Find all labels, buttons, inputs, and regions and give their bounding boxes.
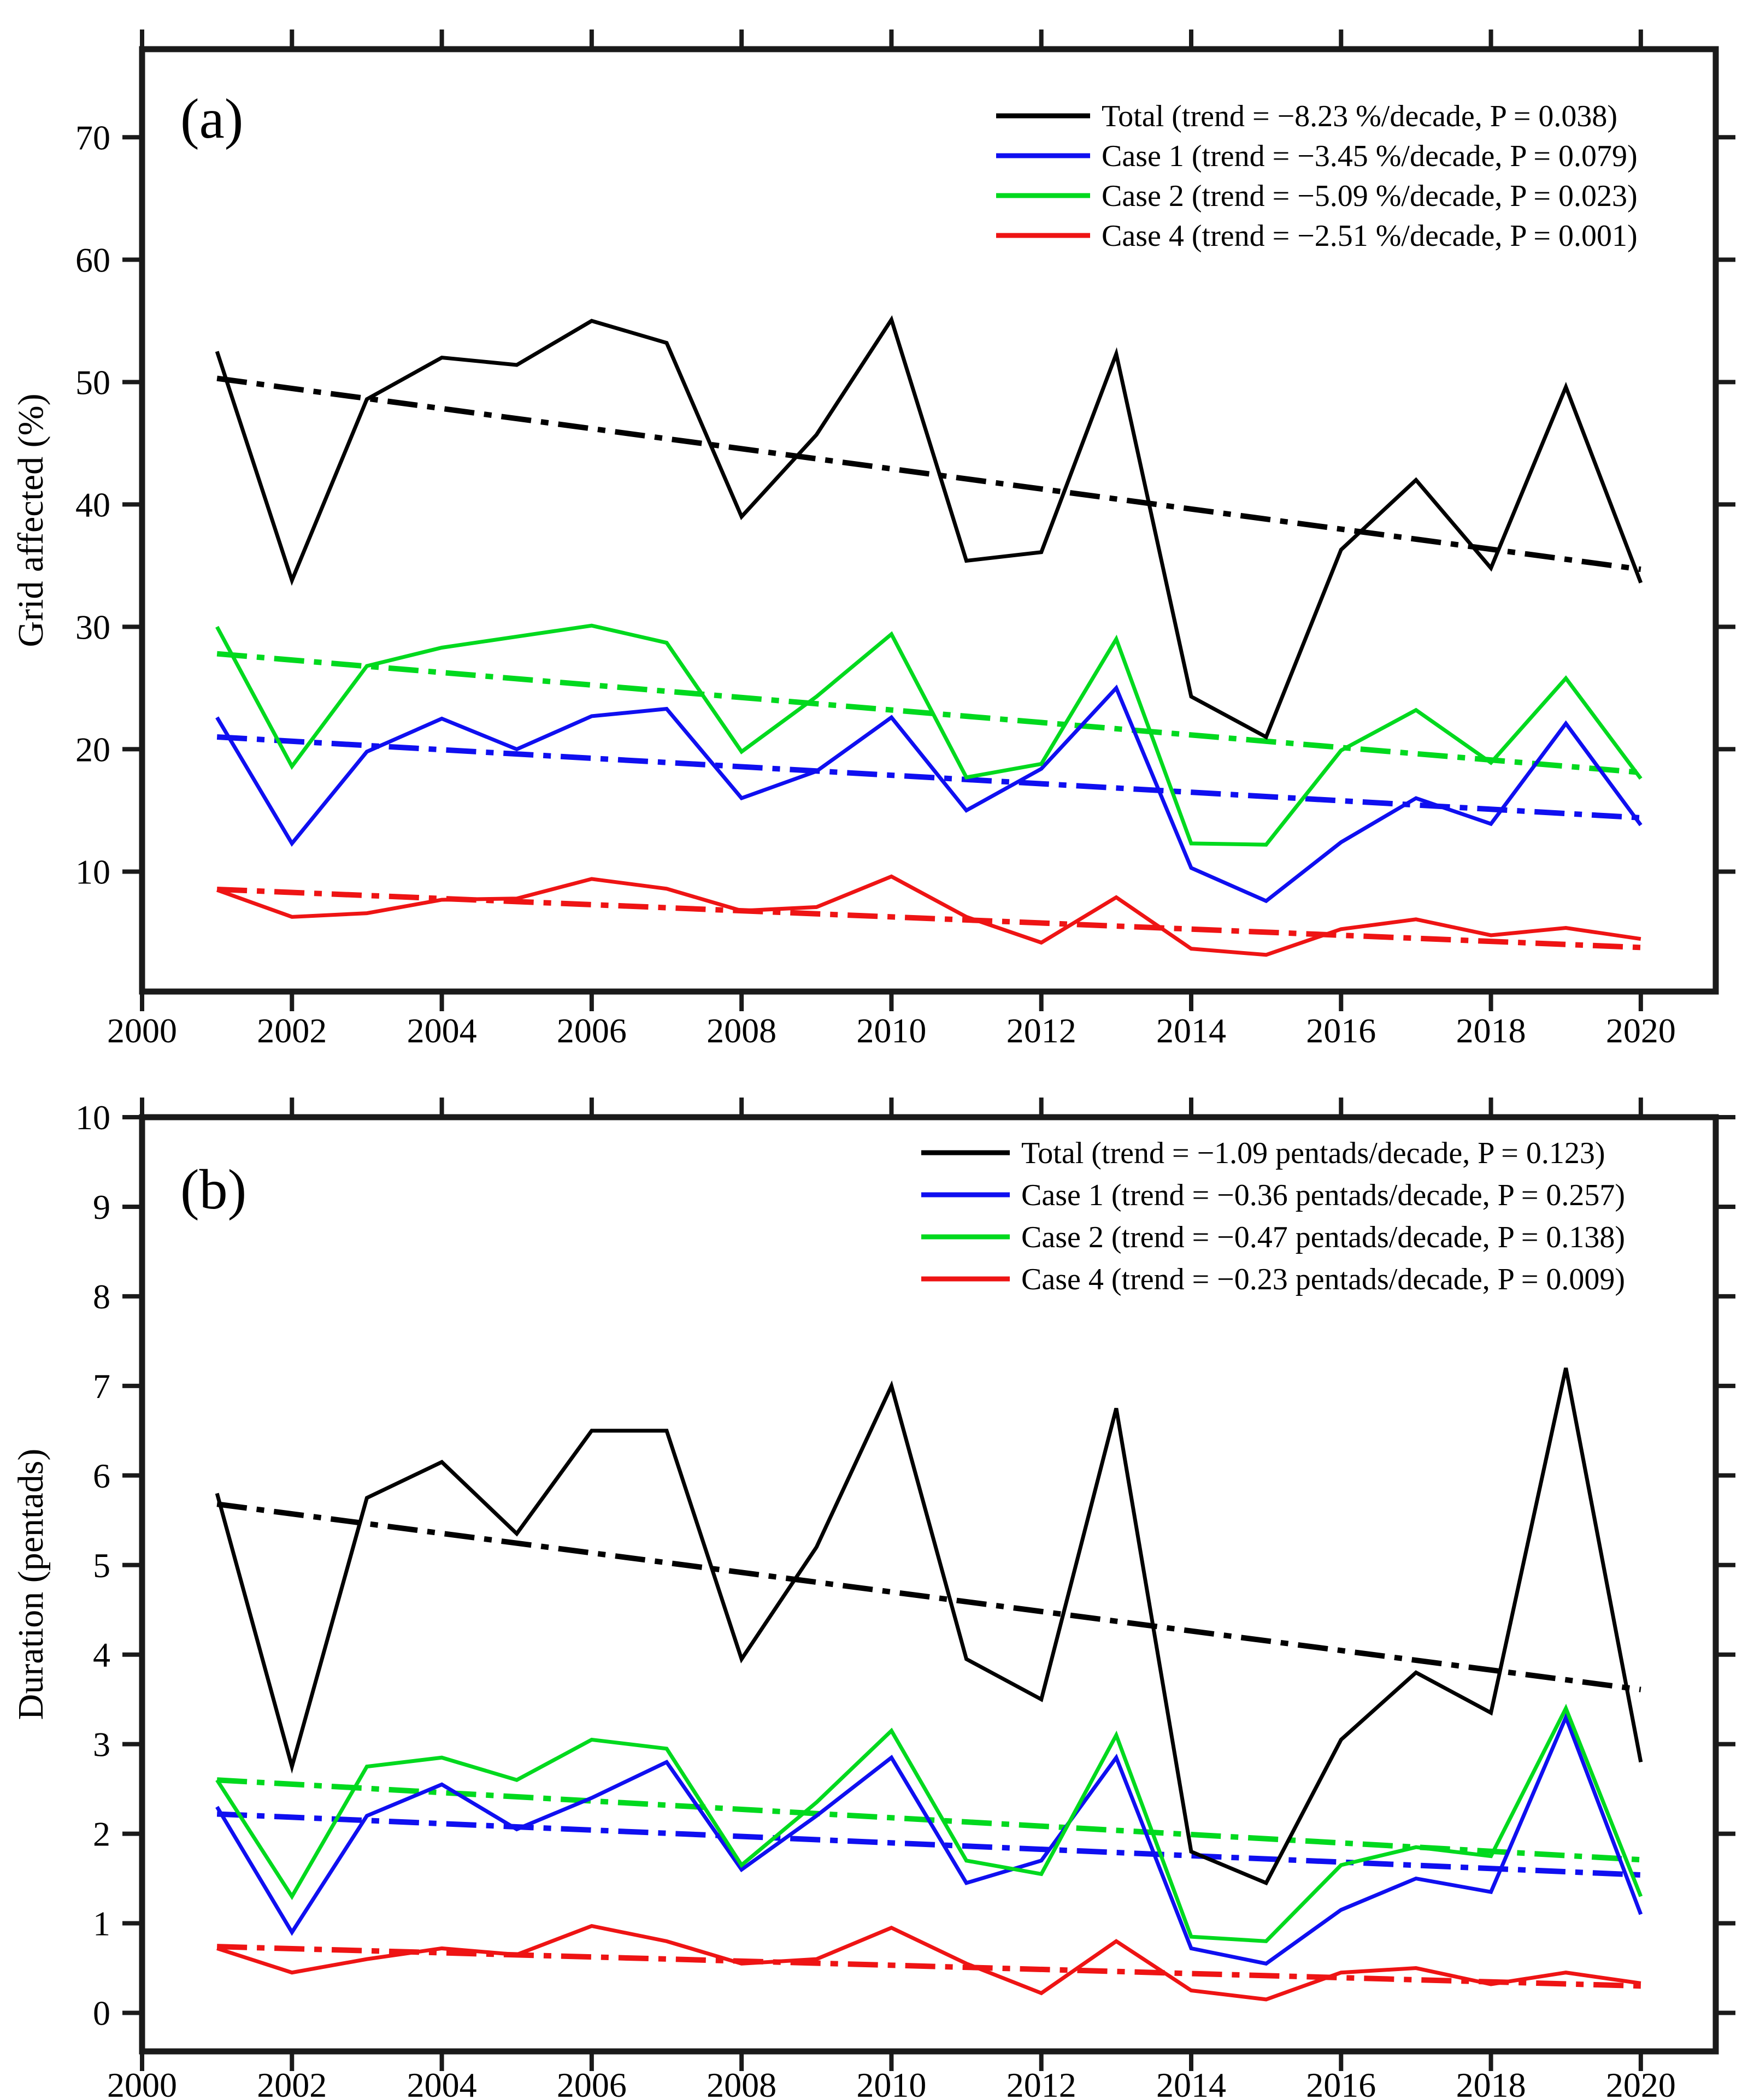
y-tick-label: 20	[75, 730, 110, 769]
axes-box	[139, 1114, 1719, 2055]
y-tick-label: 6	[93, 1456, 110, 1495]
trend-line-case4-b	[217, 1944, 1641, 1989]
y-tick-label: 30	[75, 607, 110, 646]
legend-entry-label: Case 2 (trend = −5.09 %/decade, P = 0.02…	[1102, 179, 1638, 213]
trend-line-case2-a	[216, 651, 1641, 775]
y-tick-label: 8	[93, 1277, 110, 1316]
x-tick-label: 2000	[107, 1011, 177, 1050]
panel-corner-label: (a)	[180, 87, 243, 150]
y-tick-label: 9	[93, 1188, 110, 1226]
series-line-case4-b	[216, 1924, 1641, 2002]
x-tick-label: 2014	[1156, 1011, 1226, 1050]
legend-entry-label: Total (trend = −1.09 pentads/decade, P =…	[1021, 1136, 1605, 1170]
x-tick-label: 2002	[257, 1011, 327, 1050]
legend-entry-label: Case 4 (trend = −2.51 %/decade, P = 0.00…	[1102, 219, 1638, 253]
y-tick-label: 2	[93, 1815, 110, 1854]
trend-line-total-b	[216, 1501, 1641, 1692]
legend-entry-label: Case 4 (trend = −0.23 pentads/decade, P …	[1021, 1263, 1625, 1296]
legend-entry-label: Case 1 (trend = −0.36 pentads/decade, P …	[1021, 1178, 1625, 1212]
y-axis-label: Duration (pentads)	[11, 1449, 51, 1720]
x-tick-label: 2020	[1606, 2066, 1676, 2100]
y-tick-label: 70	[75, 118, 110, 157]
series-line-case2-b	[215, 1703, 1643, 1943]
panel-b: 2000 2002 2004 2006 2008 2010 2012 2014 2016 2018…	[11, 1098, 1735, 2100]
x-tick-label: 2018	[1456, 2066, 1526, 2100]
x-tick-label: 2002	[257, 2066, 327, 2100]
y-axis-label: Grid affected (%)	[11, 393, 51, 647]
y-tick-label: 10	[75, 1098, 110, 1137]
y-tick-label: 10	[75, 852, 110, 891]
y-tick-label: 4	[93, 1636, 110, 1674]
x-tick-label: 2016	[1306, 1011, 1376, 1050]
x-tick-label: 2006	[557, 2066, 627, 2100]
y-tick-label: 0	[93, 1994, 110, 2033]
trend-line-total-a	[216, 375, 1641, 573]
legend-entry-label: Case 2 (trend = −0.47 pentads/decade, P …	[1021, 1220, 1625, 1254]
legend-a: Total (trend = −8.23 %/decade, P = 0.038…	[996, 99, 1638, 253]
x-tick-label: 2000	[107, 2066, 177, 2100]
trend-line-case1-a	[216, 734, 1641, 821]
x-tick-label: 2004	[407, 1011, 477, 1050]
y-tick-label: 60	[75, 240, 110, 279]
x-tick-label: 2006	[557, 1011, 627, 1050]
y-tick-label: 5	[93, 1546, 110, 1585]
x-tick-label: 2012	[1007, 1011, 1076, 1050]
series-line-total-a	[215, 315, 1643, 740]
series-line-case2-a	[215, 623, 1643, 847]
legend-entry-label: Case 1 (trend = −3.45 %/decade, P = 0.07…	[1102, 139, 1638, 173]
x-tick-label: 2008	[707, 2066, 776, 2100]
y-tick-label: 50	[75, 363, 110, 402]
x-tick-label: 2008	[707, 1011, 776, 1050]
y-tick-label: 1	[93, 1904, 110, 1943]
trend-line-case1-b	[216, 1811, 1641, 1878]
x-tick-label: 2010	[856, 2066, 926, 2100]
legend-entry-label: Total (trend = −8.23 %/decade, P = 0.038…	[1102, 99, 1617, 133]
x-tick-label: 2004	[407, 2066, 477, 2100]
y-tick-label: 7	[93, 1367, 110, 1406]
x-tick-label: 2018	[1456, 1011, 1526, 1050]
x-tick-label: 2010	[856, 1011, 926, 1050]
y-tick-label: 40	[75, 485, 110, 524]
series-line-case1-a	[215, 685, 1643, 904]
axes-box	[139, 46, 1719, 995]
series-line-case1-b	[215, 1712, 1643, 1966]
panel-a: 2000 2002 2004 2006 2008 2010 2012 2014 2016 2018…	[11, 30, 1735, 1050]
legend-b: Total (trend = −1.09 pentads/decade, P =…	[921, 1136, 1625, 1296]
x-tick-label: 2012	[1007, 2066, 1076, 2100]
x-tick-label: 2016	[1306, 2066, 1376, 2100]
x-tick-label: 2020	[1606, 1011, 1676, 1050]
series-line-total-b	[215, 1367, 1643, 1886]
series-line-case4-a	[216, 874, 1641, 957]
x-tick-label: 2014	[1156, 2066, 1226, 2100]
y-tick-label: 3	[93, 1725, 110, 1764]
panel-corner-label: (b)	[180, 1158, 246, 1221]
